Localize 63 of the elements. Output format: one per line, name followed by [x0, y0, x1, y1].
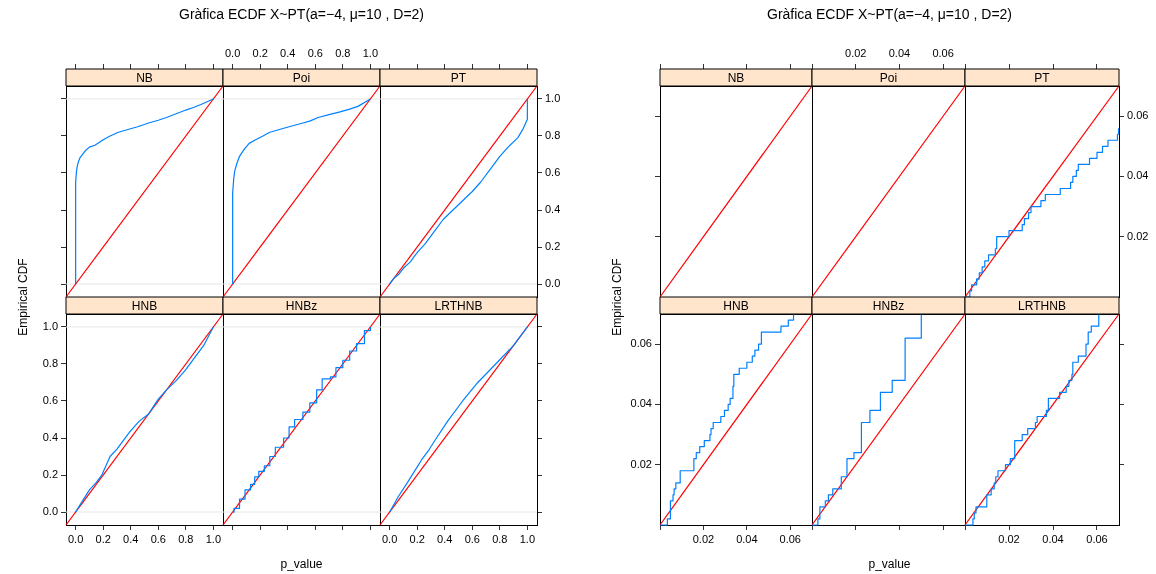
y-tick-label: 0.02 [630, 457, 652, 470]
text: Gràfica ECDF X~PT(a=−4, μ=10 , D=2) [179, 6, 424, 22]
text: Gràfica ECDF X~PT(a=−4, μ=10 , D=2) [767, 6, 1012, 22]
chart-title: NB [727, 70, 745, 85]
x-axis-title: p_value [280, 557, 323, 571]
x-tick-label: 0.06 [1086, 532, 1108, 545]
y-tick-label: 0.02 [1127, 229, 1149, 242]
x-tick-label: 0.04 [736, 532, 758, 545]
y-tick-label: 1.0 [545, 91, 561, 104]
chart-title: HNBz [872, 298, 905, 313]
x-tick-label: 0.0 [381, 532, 398, 545]
chart-title: HNB [723, 298, 749, 313]
chart-title: PT [1034, 70, 1051, 85]
x-tick-label: 0.2 [409, 532, 425, 545]
chart-title: Poi [879, 70, 898, 85]
y-tick-label: 0.4 [42, 431, 58, 444]
y-tick-label: 0.6 [42, 394, 58, 407]
y-tick-label: 0.2 [545, 240, 561, 253]
x-tick-label: 0.8 [178, 532, 194, 545]
y-tick-label: 0.0 [545, 277, 561, 290]
x-tick-label: 0.8 [335, 47, 351, 60]
x-tick-label: 1.0 [362, 47, 379, 60]
chart-title: PT [450, 70, 467, 85]
x-tick-label: 0.4 [280, 47, 296, 60]
y-tick-label: 0.8 [545, 129, 561, 141]
x-tick-label: 0.02 [692, 532, 715, 545]
y-tick-label: 0.8 [42, 357, 58, 369]
x-tick-label: 0.02 [998, 532, 1020, 545]
x-tick-label: 0.4 [123, 532, 139, 545]
x-tick-label: 0.8 [492, 532, 508, 545]
x-tick-label: 1.0 [519, 532, 536, 545]
y-tick-label: 0.06 [1127, 109, 1149, 122]
x-tick-label: 0.06 [932, 47, 954, 60]
chart-title: Poi [292, 70, 311, 85]
chart-title: LRTHNB [434, 298, 483, 313]
x-tick-label: 0.6 [464, 532, 480, 545]
x-axis-title: p_value [868, 557, 911, 571]
y-tick-label: 0.0 [42, 505, 58, 518]
y-tick-label: 1.0 [42, 319, 58, 332]
y-tick-label: 0.04 [1127, 169, 1149, 182]
x-tick-label: 0.6 [307, 47, 323, 60]
x-tick-label: 0.04 [1042, 532, 1064, 545]
x-tick-label: 0.0 [224, 47, 241, 60]
y-tick-label: 0.04 [630, 397, 652, 410]
chart-title: HNBz [285, 298, 318, 313]
x-tick-label: 0.2 [252, 47, 268, 60]
x-tick-label: 1.0 [205, 532, 222, 545]
chart-title: LRTHNB [1018, 298, 1066, 313]
y-tick-label: 0.4 [545, 203, 561, 216]
x-tick-label: 0.0 [67, 532, 84, 545]
x-tick-label: 0.06 [779, 532, 801, 545]
chart-title: HNB [131, 298, 158, 313]
x-tick-label: 0.2 [95, 532, 111, 545]
y-tick-label: 0.6 [545, 166, 561, 179]
y-tick-label: 0.2 [42, 468, 58, 481]
x-tick-label: 0.02 [845, 47, 867, 60]
x-tick-label: 0.4 [437, 532, 453, 545]
y-axis-title: Empirical CDF [16, 258, 30, 336]
chart-title: NB [136, 70, 153, 85]
y-tick-label: 0.06 [630, 337, 652, 350]
x-tick-label: 0.04 [888, 47, 911, 60]
y-axis-title: Empirical CDF [610, 258, 624, 336]
x-tick-label: 0.6 [150, 532, 166, 545]
